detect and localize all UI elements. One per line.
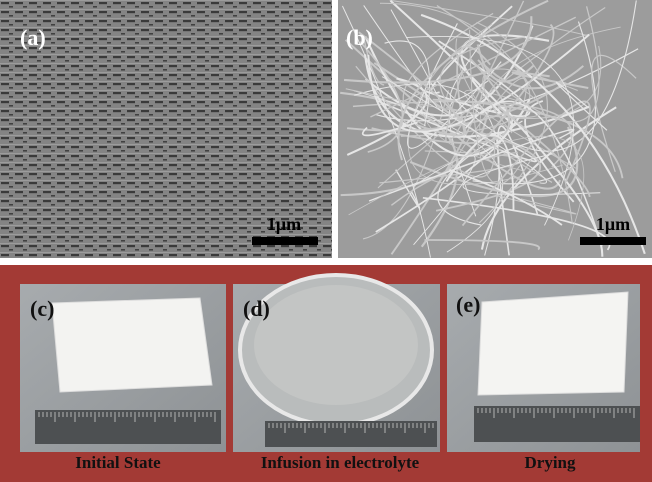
scale-bar-label: 1μm [596, 214, 630, 234]
scale-bar-label: 1μm [267, 214, 301, 234]
panel-d: (d) [233, 275, 440, 452]
separator-sample [478, 292, 628, 395]
panel-label: (e) [456, 292, 480, 317]
scale-bar [252, 237, 318, 245]
figure: (a) 1μm (b) 1μm (c) (d) (e) Initial Stat… [0, 0, 652, 482]
panel-e: (e) [447, 284, 640, 452]
panel-label: (d) [243, 296, 270, 321]
panel-b: (b) 1μm [338, 0, 652, 258]
panel-c: (c) [20, 284, 226, 452]
caption: Initial State [75, 453, 161, 472]
ruler [265, 421, 437, 447]
separator-sample [52, 298, 212, 392]
caption: Infusion in electrolyte [261, 453, 420, 472]
caption: Drying [525, 453, 577, 472]
panel-a: (a) 1μm [0, 0, 332, 258]
panel-label: (c) [30, 296, 54, 321]
panel-label: (a) [20, 25, 46, 50]
ruler [474, 406, 640, 442]
panel-label: (b) [346, 25, 373, 50]
scale-bar [580, 237, 646, 245]
